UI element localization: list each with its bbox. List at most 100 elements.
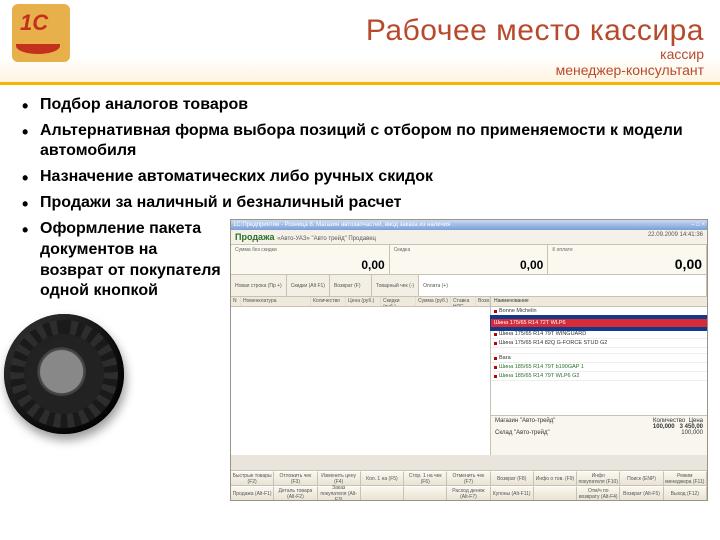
folder-icon <box>494 310 497 313</box>
screenshot-body: N Номенклатура Количество Цена (руб.) Ск… <box>231 297 707 455</box>
dot-icon <box>494 375 497 378</box>
sale-date: 22.09.2009 14:41:36 <box>648 232 703 242</box>
col-vat: Ставка НДС <box>451 297 476 306</box>
value: 0,00 <box>675 256 702 272</box>
btn-altf11[interactable]: Купоны (Alt-F11) <box>491 486 534 500</box>
bullet-item: Назначение автоматических либо ручных ск… <box>22 167 698 187</box>
item-text: Bonne Michelin <box>499 308 537 314</box>
btn-empty3[interactable] <box>534 486 577 500</box>
btn-altf2[interactable]: Деталь товара (Alt-F2) <box>274 486 317 500</box>
bullet-list: Подбор аналогов товаров Альтернативная ф… <box>22 95 698 213</box>
function-toolbar-1: Быстрые товары (F2) Отложить чек (F3) Из… <box>231 470 707 485</box>
window-title: 1С:Предприятие - Розница 8. Магазин авто… <box>233 220 450 230</box>
list-item[interactable]: Шина 175/65 R14 79T WINGUARD <box>491 330 707 339</box>
col-name: Номенклатура <box>241 297 311 306</box>
list-item[interactable]: Шина 185/65 R14 79T b190GAP 1 <box>491 363 707 372</box>
btn-altf4[interactable]: Отм/ч по возврату (Alt-F4) <box>577 486 620 500</box>
item-text: Шина 175/65 R14 72T WLP6 <box>494 320 566 326</box>
logo-1c <box>12 4 70 62</box>
dot-icon <box>494 333 497 336</box>
sale-sub: «Авто-УАЗ» "Авто трейд" Продавец <box>277 236 376 242</box>
btn-f5[interactable]: Кол. 1 на (F5) <box>361 471 404 485</box>
col-sum: Сумма (руб.) <box>416 297 451 306</box>
title-block: Рабочее место кассира кассир менеджер-ко… <box>366 14 704 78</box>
item-text: Шина 175/65 R14 82Q G-FORCE STUD G2 <box>499 340 607 346</box>
btn-search[interactable]: Поиск (ENP) <box>620 471 663 485</box>
warehouse-qty: 100,000 <box>681 430 703 436</box>
totals-row: Сумма без скидки 0,00 Скидка 0,00 К опла… <box>231 245 707 275</box>
action-tabs: Новая строка (Пр +) Скидки (Alt F1) Возв… <box>231 275 707 297</box>
bullet-item: Альтернативная форма выбора позиций с от… <box>22 121 698 161</box>
tab-payment[interactable]: Оплата (+) <box>419 275 707 296</box>
value: 0,00 <box>361 258 384 272</box>
tab-new-line[interactable]: Новая строка (Пр +) <box>231 275 287 296</box>
bullet-item: Оформление пакета документов на возврат … <box>22 219 222 302</box>
list-item[interactable]: Bonne Michelin <box>491 307 707 316</box>
col-n: N <box>231 297 241 306</box>
list-item[interactable]: Шина 175/65 R14 82Q G-FORCE STUD G2 <box>491 339 707 348</box>
item-text: Вага <box>499 355 511 361</box>
btn-f3[interactable]: Отложить чек (F3) <box>274 471 317 485</box>
table-header: N Номенклатура Количество Цена (руб.) Ск… <box>231 297 490 307</box>
total-to-pay: К оплате 0,00 <box>548 245 707 274</box>
dot-icon <box>494 342 497 345</box>
btn-altf7[interactable]: Расход денеж (Alt-F7) <box>447 486 490 500</box>
left-column: Оформление пакета документов на возврат … <box>22 219 222 501</box>
sale-header: Продажа «Авто-УАЗ» "Авто трейд" Продавец… <box>231 230 707 245</box>
btn-empty1[interactable] <box>361 486 404 500</box>
item-text: Шина 185/65 R14 79T WLP6 G2 <box>499 373 579 379</box>
btn-f12[interactable]: Выход (F12) <box>664 486 707 500</box>
window-controls[interactable]: – □ × <box>691 220 705 230</box>
slide-header: Рабочее место кассира кассир менеджер-ко… <box>0 0 720 85</box>
col-return: Возврат <box>476 297 490 306</box>
item-text: Шина 185/65 R14 79T b190GAP 1 <box>499 364 584 370</box>
btn-f4[interactable]: Изменить цену (F4) <box>318 471 361 485</box>
tab-discounts[interactable]: Скидки (Alt F1) <box>287 275 330 296</box>
subtitle-1: кассир <box>366 46 704 62</box>
catalog-panel: Наименование Bonne Michelin Шина 175/65 … <box>491 297 707 455</box>
label: Скидка <box>394 247 544 253</box>
col-discount: Скидки (руб.) <box>381 297 416 306</box>
store-info: Магазин "Авто-трейд" Количество Цена 100… <box>491 415 707 455</box>
folder-icon <box>494 357 497 360</box>
dot-icon <box>494 366 497 369</box>
btn-f7[interactable]: Отменить чек (F7) <box>447 471 490 485</box>
function-toolbar-2: Продажа (Alt-F1) Деталь товара (Alt-F2) … <box>231 485 707 500</box>
tab-receipt[interactable]: Товарный чек (-) <box>372 275 419 296</box>
col-price: Цена (руб.) <box>346 297 381 306</box>
item-text: Шина 175/65 R14 79T WINGUARD <box>499 331 586 337</box>
btn-altf1[interactable]: Продажа (Alt-F1) <box>231 486 274 500</box>
btn-altf5[interactable]: Возврат (Alt-F5) <box>620 486 663 500</box>
line-items-table: N Номенклатура Количество Цена (руб.) Ск… <box>231 297 491 455</box>
catalog-list: Bonne Michelin Шина 175/65 R14 72T WLP6 … <box>491 307 707 415</box>
btn-f9[interactable]: Инфо о тов. (F9) <box>534 471 577 485</box>
btn-f2[interactable]: Быстрые товары (F2) <box>231 471 274 485</box>
tab-return[interactable]: Возврат (F) <box>330 275 372 296</box>
app-screenshot: 1С:Предприятие - Розница 8. Магазин авто… <box>230 219 708 501</box>
warehouse-name: Склад "Авто-трейд" <box>495 430 550 436</box>
qty-val: 100,000 <box>653 424 675 430</box>
btn-f8[interactable]: Возврат (F8) <box>491 471 534 485</box>
list-item-selected[interactable]: Шина 175/65 R14 72T WLP6 <box>491 316 707 330</box>
window-titlebar: 1С:Предприятие - Розница 8. Магазин авто… <box>231 220 707 230</box>
btn-f10[interactable]: Инфо покупателя (F10) <box>577 471 620 485</box>
store-name: Магазин "Авто-трейд" <box>495 418 555 424</box>
list-item[interactable]: Шина 185/65 R14 79T WLP6 G2 <box>491 372 707 381</box>
col-qty: Количество <box>311 297 346 306</box>
catalog-header: Наименование <box>491 297 707 307</box>
total-discount: Скидка 0,00 <box>390 245 549 274</box>
btn-altf3[interactable]: Заказ покупателя (Alt-F3) <box>318 486 361 500</box>
sale-title: Продажа <box>235 232 275 242</box>
lower-area: Оформление пакета документов на возврат … <box>0 219 720 501</box>
btn-f6[interactable]: Стор. 1 на чек (F6) <box>404 471 447 485</box>
bullet-item: Подбор аналогов товаров <box>22 95 698 115</box>
catalog-head-label: Наименование <box>494 298 529 305</box>
list-item[interactable]: Вага <box>491 354 707 363</box>
btn-empty2[interactable] <box>404 486 447 500</box>
bullet-item: Продажи за наличный и безналичный расчет <box>22 193 698 213</box>
total-no-discount: Сумма без скидки 0,00 <box>231 245 390 274</box>
main-title: Рабочее место кассира <box>366 14 704 48</box>
label: К оплате <box>552 247 702 253</box>
btn-f11[interactable]: Режим менеджера (F11) <box>664 471 707 485</box>
tire-image <box>4 314 124 434</box>
